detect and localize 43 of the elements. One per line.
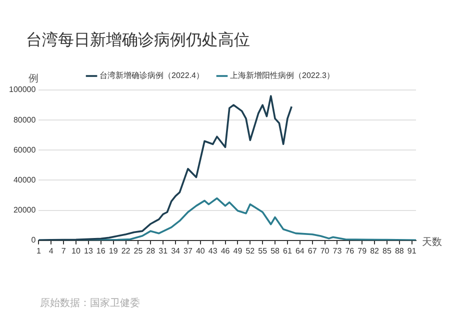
x-tick-label: 79 (358, 246, 368, 256)
x-tick-label: 49 (233, 246, 243, 256)
x-tick-label: 58 (270, 246, 280, 256)
x-tick-label: 91 (407, 246, 417, 256)
x-tick-label: 25 (134, 246, 144, 256)
x-tick-label: 55 (258, 246, 268, 256)
y-tick-label: 0 (31, 236, 36, 245)
x-tick-label: 40 (196, 246, 206, 256)
x-tick-label: 37 (184, 246, 193, 256)
x-tick-label: 64 (295, 246, 305, 256)
text: 原始数据：国家卫健委 (40, 296, 140, 310)
x-tick-label: 16 (96, 246, 106, 256)
x-tick-label: 85 (382, 246, 392, 256)
y-tick-label: 100000 (8, 85, 36, 94)
x-tick-label: 31 (158, 246, 168, 256)
x-tick-label: 88 (394, 246, 404, 256)
x-tick-label: 82 (370, 246, 380, 256)
x-tick-label: 1 (36, 246, 42, 256)
y-axis-title: 例 (28, 74, 39, 85)
x-tick-label: 28 (146, 246, 156, 256)
legend-label: 台湾新增确诊病例（2022.4） (100, 71, 204, 80)
x-tick-label: 43 (208, 246, 218, 256)
x-axis-title: 天数 (422, 236, 442, 248)
x-tick-label: 73 (332, 246, 342, 256)
y-tick-label: 40000 (13, 175, 36, 184)
x-tick-label: 10 (72, 246, 82, 256)
y-tick-label: 60000 (13, 145, 36, 154)
x-tick-label: 46 (220, 246, 230, 256)
x-tick-label: 22 (121, 246, 131, 256)
x-tick-label: 76 (345, 246, 355, 256)
x-tick-label: 52 (246, 246, 256, 256)
legend-label: 上海新增阳性病例（2022.3） (230, 71, 334, 80)
x-tick-label: 61 (283, 246, 292, 256)
x-tick-label: 4 (48, 246, 54, 256)
x-tick-label: 19 (108, 246, 118, 256)
y-tick-label: 80000 (13, 115, 36, 124)
chart-title: 台湾每日新增确诊病例仍处高位 (26, 30, 250, 51)
x-tick-label: 34 (171, 246, 181, 256)
x-tick-label: 7 (61, 246, 66, 256)
x-tick-label: 70 (320, 246, 330, 256)
y-tick-label: 20000 (13, 206, 36, 215)
x-tick-label: 67 (308, 246, 318, 256)
x-tick-label: 13 (84, 246, 94, 256)
